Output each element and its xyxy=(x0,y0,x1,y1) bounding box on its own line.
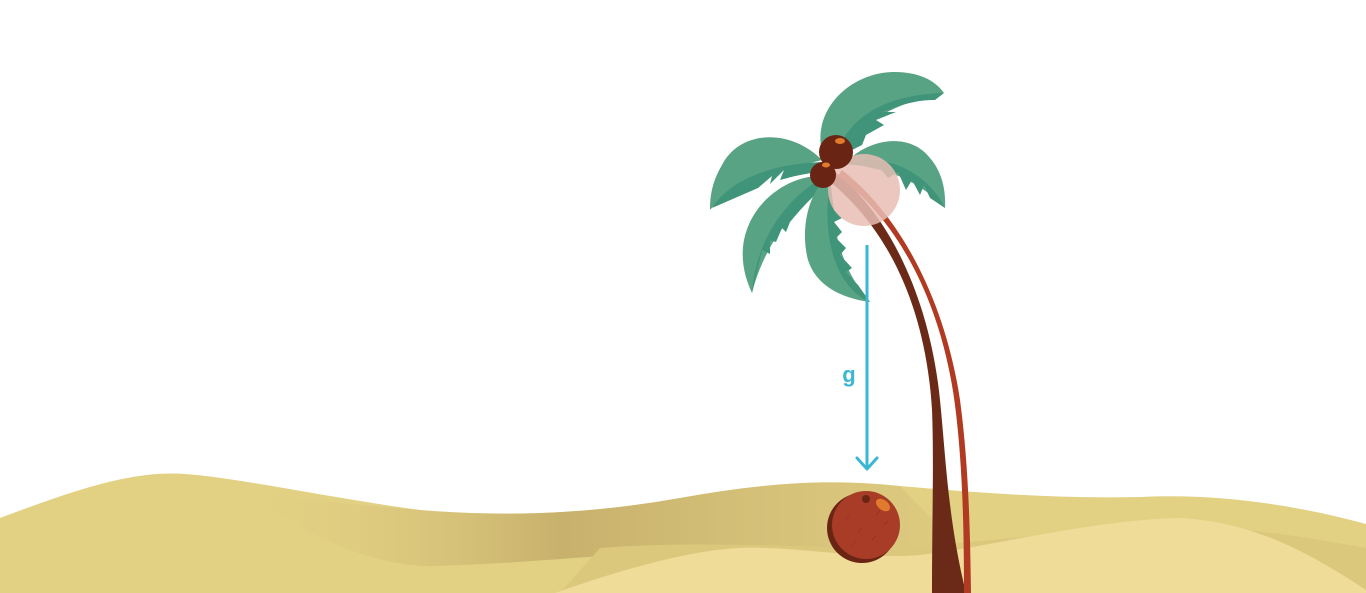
frond-lower-center xyxy=(804,176,870,302)
gravity-arrow: g xyxy=(842,245,879,471)
palm-trunk xyxy=(828,172,966,593)
coconut-fallen-texture xyxy=(844,510,889,546)
frond-top-right-inner xyxy=(838,93,944,152)
coconut-fallen xyxy=(827,491,900,563)
frond-lower-center-inner xyxy=(827,180,870,302)
frond-left xyxy=(710,137,822,210)
coconut-on-tree-2-highlight xyxy=(822,162,830,168)
coconut-start-ghost xyxy=(828,154,900,226)
coconut-fallen-highlight xyxy=(875,498,891,512)
coconut-on-tree-2 xyxy=(810,162,836,188)
sand-shadow xyxy=(235,482,960,567)
palm-tree xyxy=(710,72,971,593)
frond-left-inner xyxy=(712,162,822,208)
frond-lower-left-inner xyxy=(752,178,822,293)
sand-dunes xyxy=(0,473,1366,593)
coconut-cluster xyxy=(810,135,853,188)
gravity-arrow-head xyxy=(855,456,879,471)
sand-front-dune xyxy=(555,518,1366,593)
coconut-on-tree-1-highlight xyxy=(835,138,845,144)
coconut-fallen-eye xyxy=(862,495,870,503)
gravity-label: g xyxy=(842,362,855,387)
coconut-on-tree-1 xyxy=(819,135,853,169)
